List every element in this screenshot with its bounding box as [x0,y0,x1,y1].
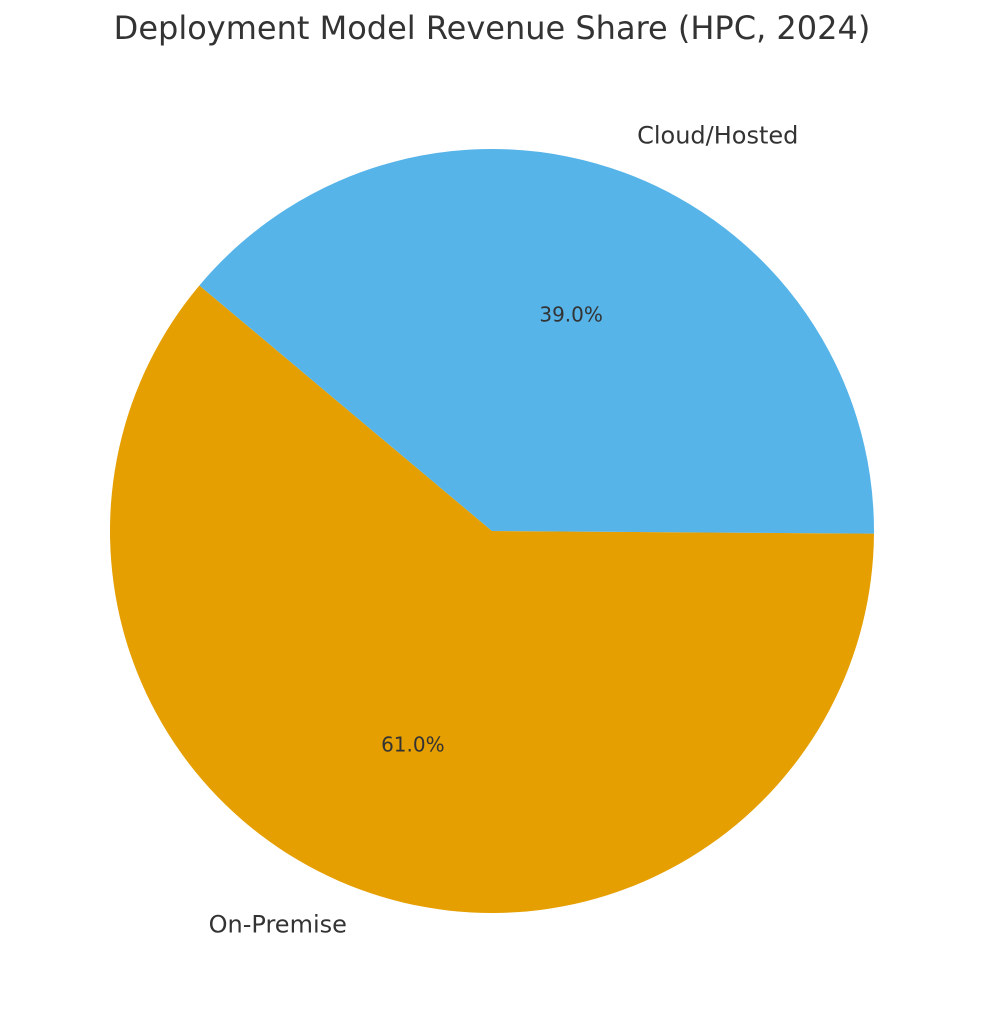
value-label: 39.0% [539,302,603,326]
value-label: 61.0% [381,733,445,757]
pie-slice [199,149,874,534]
chart-title: Deployment Model Revenue Share (HPC, 202… [114,9,871,47]
pie-slice [109,285,874,914]
slice-label: On-Premise [209,910,347,938]
slice-label: Cloud/Hosted [637,122,798,150]
